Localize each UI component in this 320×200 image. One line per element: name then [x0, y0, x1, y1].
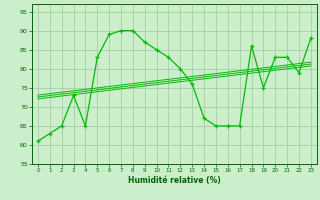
X-axis label: Humidité relative (%): Humidité relative (%) [128, 176, 221, 185]
